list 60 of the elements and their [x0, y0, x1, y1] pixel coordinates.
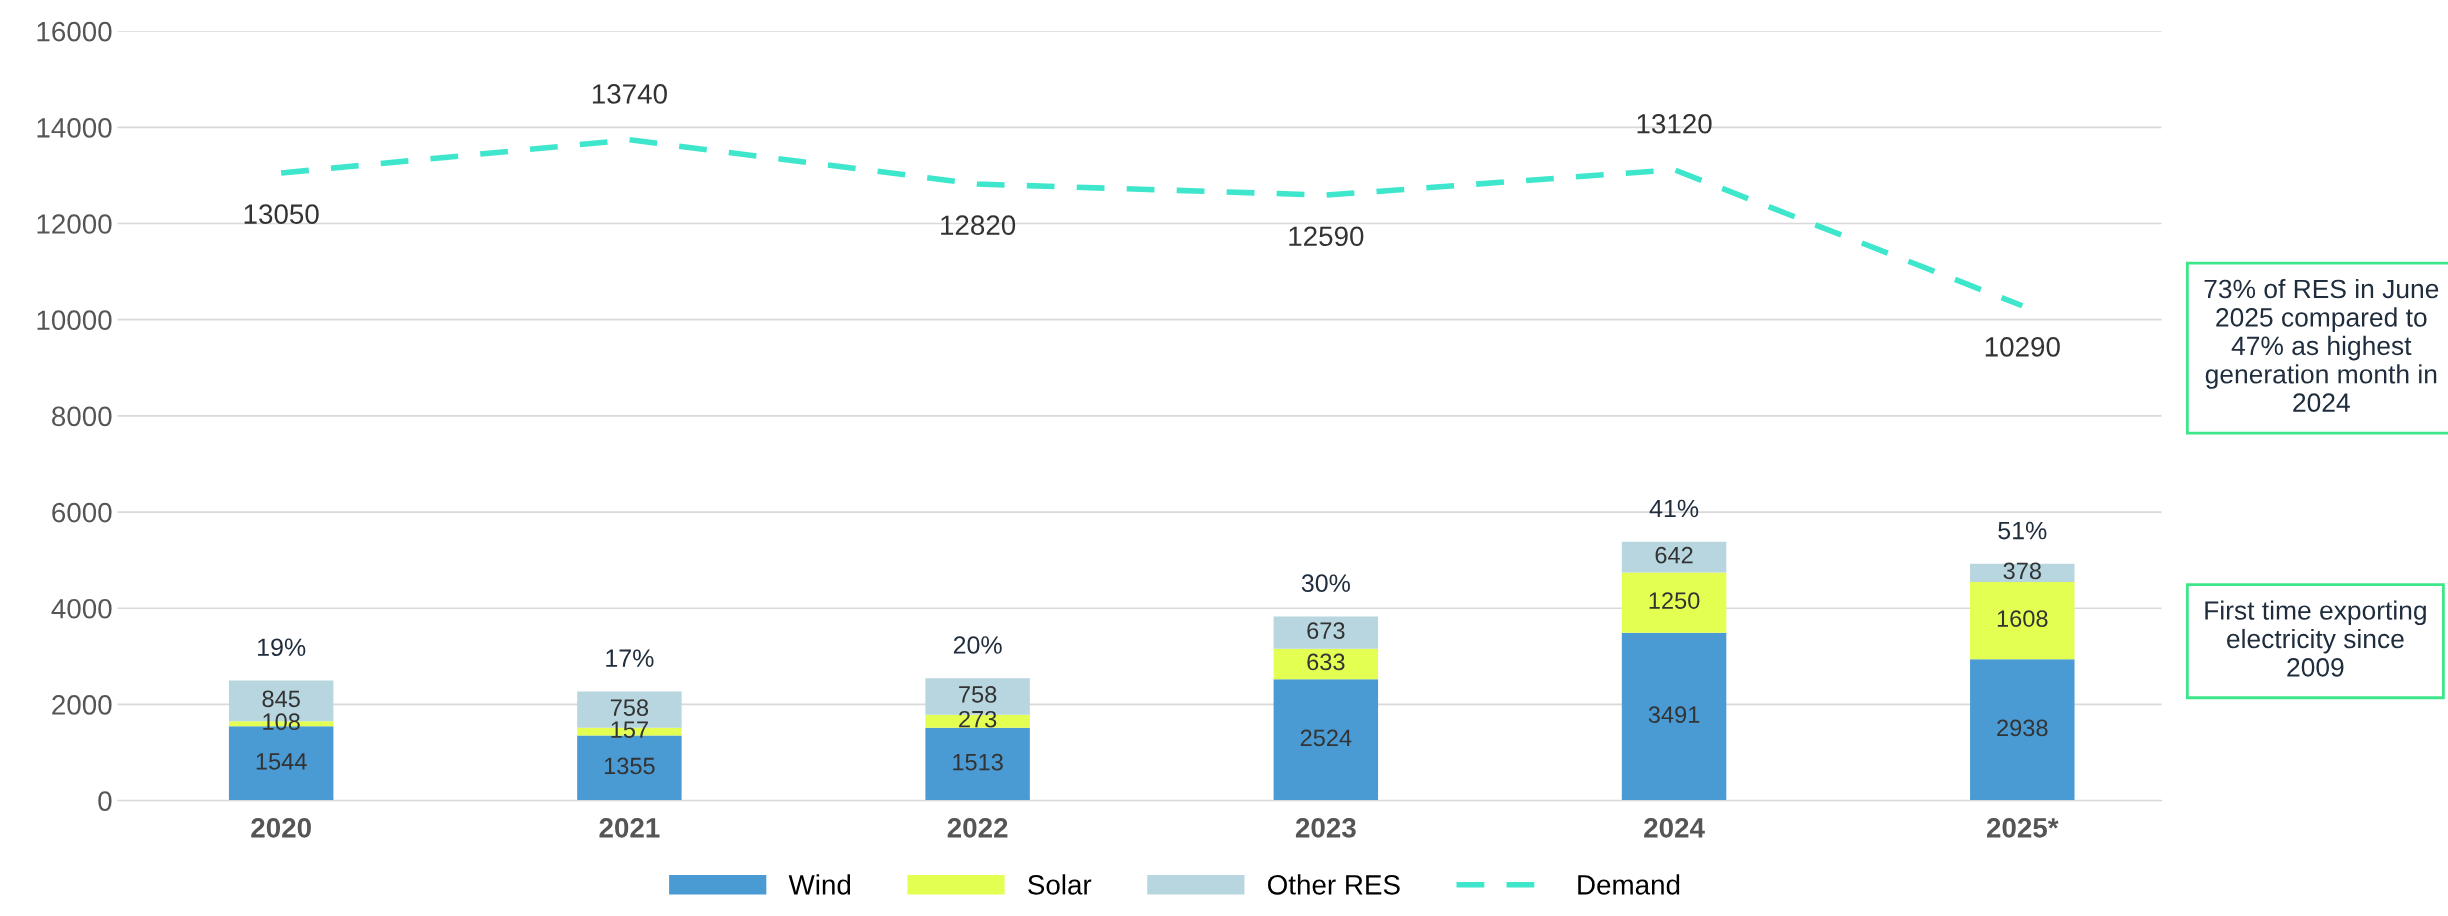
x-tick-label: 2022 [947, 817, 1008, 838]
data-label: 13120 [1637, 113, 1712, 134]
bar [1621, 572, 1727, 633]
data-label: 758 [610, 699, 649, 716]
data-label: 642 [1655, 546, 1693, 564]
y-tick-label: 6000 [52, 502, 112, 523]
y-tick-label: 16000 [37, 21, 112, 42]
y-tick-label: 0 [98, 791, 112, 811]
legend-label: Other RES [1268, 874, 1400, 895]
bar [1970, 581, 2075, 660]
data-label: 12820 [941, 215, 1016, 236]
data-label: 13740 [592, 84, 667, 104]
x-tick-label: 2020 [251, 817, 311, 838]
data-label: 673 [1307, 622, 1345, 639]
data-label: 10290 [1985, 337, 2060, 357]
annotation: 30% [1301, 574, 1350, 593]
bar [1970, 659, 2075, 801]
data-label: 3491 [1648, 706, 1700, 723]
y-tick-label: 14000 [37, 117, 112, 138]
data-label: 13050 [244, 204, 319, 224]
data-label: 12590 [1289, 226, 1364, 247]
legend-label: Demand [1578, 874, 1680, 895]
legend-label: Solar [1028, 874, 1092, 895]
y-tick-label: 8000 [52, 406, 112, 427]
text: 73% of RES in June 2025 compared to 47% as highest generation month in 2024 [2204, 278, 2439, 413]
y-tick-label: 2000 [52, 695, 112, 715]
data-label: 1608 [1997, 610, 2048, 627]
bar [1273, 679, 1379, 801]
data-label: 845 [262, 690, 300, 708]
data-label: 2524 [1300, 729, 1352, 747]
bar [925, 727, 1030, 801]
data-label: 378 [2003, 562, 2041, 580]
data-label: 273 [959, 710, 997, 728]
x-tick-label: 2021 [599, 817, 660, 838]
bar [1970, 563, 2075, 582]
bar [1621, 632, 1727, 801]
text: First time exporting electricity since 2009 [2205, 600, 2426, 677]
data-label: 758 [959, 686, 997, 703]
y-tick-label: 4000 [51, 598, 112, 619]
x-tick-label: 2025* [1986, 817, 2059, 838]
y-tick-label: 12000 [37, 214, 112, 234]
y-tick-label: 10000 [37, 310, 112, 331]
annotation: 20% [953, 636, 1002, 654]
data-label: 1250 [1649, 592, 1700, 609]
annotation: 19% [258, 638, 306, 657]
x-tick-label: 2023 [1295, 817, 1356, 838]
bar [1273, 648, 1379, 680]
data-label: 1544 [256, 753, 307, 770]
bar [1273, 616, 1379, 649]
data-label: 108 [263, 713, 300, 731]
data-label: 2938 [1997, 719, 2048, 737]
data-label: 1513 [953, 753, 1003, 771]
annotation: 41% [1649, 499, 1699, 518]
x-tick-label: 2024 [1644, 817, 1705, 838]
bar [1621, 541, 1727, 573]
annotation: 17% [606, 649, 654, 667]
legend-label: Wind [788, 874, 851, 895]
data-label: 1355 [604, 757, 655, 775]
annotation: 51% [1998, 521, 2047, 540]
data-label: 633 [1307, 653, 1345, 671]
